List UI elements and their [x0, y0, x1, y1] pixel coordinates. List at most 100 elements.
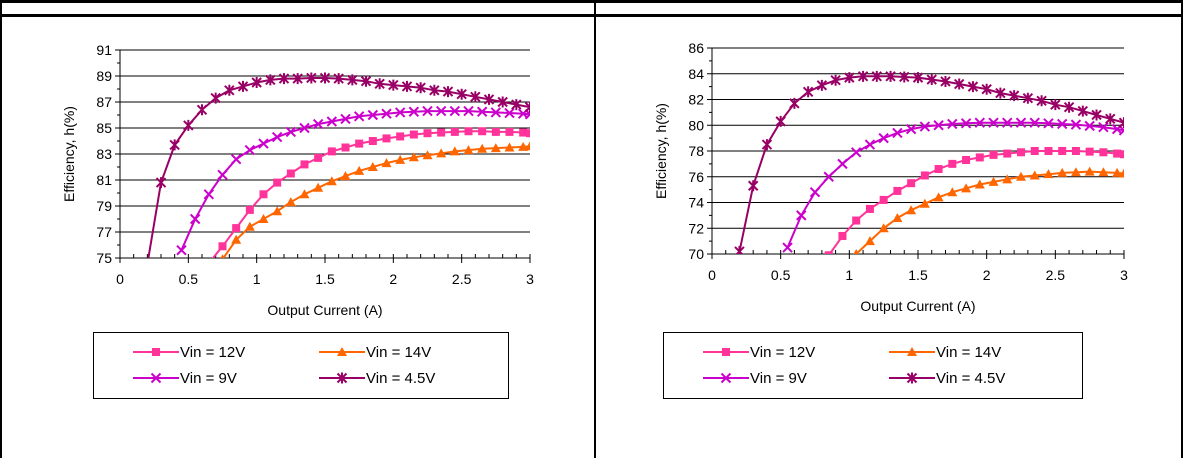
data-point — [354, 165, 365, 175]
data-point — [1084, 120, 1095, 132]
data-point — [327, 147, 336, 156]
chart-panel-right: 70 72 74 76 78 80 82 84 86 0 0.5 1 1.5 2 2.5 3 Output Cu… — [596, 4, 1181, 458]
series-group — [176, 105, 530, 256]
legend-entry: Vin = 14V — [319, 341, 431, 363]
data-point — [408, 152, 419, 162]
table-header-border — [0, 14, 1183, 17]
data-point — [395, 154, 406, 164]
data-point — [1002, 174, 1013, 184]
data-point — [155, 177, 167, 189]
data-point — [292, 73, 303, 85]
data-point — [1098, 121, 1109, 133]
data-point — [747, 180, 759, 192]
data-point — [879, 195, 888, 204]
data-point — [265, 74, 276, 86]
legend-label: Vin = 9V — [750, 369, 807, 387]
data-point — [176, 244, 187, 256]
data-point — [285, 126, 297, 138]
data-point — [947, 118, 958, 130]
data-point — [1113, 149, 1122, 158]
data-point — [1050, 99, 1061, 111]
data-point — [299, 189, 310, 199]
data-point — [367, 162, 378, 171]
data-point — [912, 72, 924, 84]
data-point — [892, 127, 903, 139]
x-tick-label: 0.5 — [771, 267, 791, 283]
legend-marker — [152, 348, 160, 356]
data-point — [259, 190, 268, 199]
data-point — [476, 106, 488, 117]
data-point — [1071, 147, 1080, 155]
data-point — [396, 132, 405, 141]
legend-label: Vin = 12V — [180, 343, 246, 361]
x-tick-label: 3 — [1120, 267, 1128, 283]
data-point — [1015, 117, 1027, 128]
data-point — [183, 119, 194, 131]
data-point — [1043, 169, 1054, 179]
data-point — [518, 141, 529, 151]
data-point — [394, 107, 406, 118]
y-tick-label: 85 — [96, 120, 112, 136]
data-point — [504, 142, 515, 152]
legend-entry: Vin = 14V — [889, 341, 1001, 363]
legend-entry: Vin = 4.5V — [889, 367, 1005, 389]
table-center-divider — [594, 0, 596, 458]
data-point — [470, 91, 481, 103]
data-point — [885, 70, 896, 82]
data-point — [1098, 167, 1109, 177]
data-point — [1085, 147, 1094, 156]
legend-label: Vin = 14V — [936, 343, 1002, 361]
data-point — [525, 141, 530, 151]
data-point — [490, 107, 502, 118]
data-point — [456, 88, 467, 100]
data-point — [490, 143, 501, 153]
data-point — [974, 179, 985, 189]
data-point — [230, 153, 242, 165]
data-point — [1056, 118, 1068, 130]
data-point — [464, 127, 473, 136]
data-point — [1120, 150, 1124, 159]
data-point — [906, 205, 917, 215]
data-point — [816, 79, 828, 91]
data-point — [271, 131, 283, 143]
data-point — [871, 70, 883, 82]
x-tick-label: 3 — [526, 271, 534, 287]
data-point — [899, 71, 910, 83]
x-axis-label: Output Current (A) — [860, 298, 975, 314]
data-point — [1016, 171, 1026, 181]
data-point — [919, 121, 931, 132]
data-point — [962, 156, 971, 165]
data-point — [878, 132, 889, 144]
data-point — [975, 153, 984, 162]
data-point — [422, 105, 433, 117]
data-point — [850, 147, 862, 158]
data-point — [1002, 117, 1013, 128]
legend-marker — [906, 372, 918, 384]
y-tick-label: 76 — [688, 169, 704, 185]
data-point — [981, 83, 992, 95]
data-point — [830, 74, 841, 86]
data-point — [1017, 148, 1025, 157]
table-left-border — [0, 0, 2, 458]
legend-entry: Vin = 9V — [133, 367, 237, 389]
legend-label: Vin = 14V — [366, 343, 432, 361]
data-point — [333, 73, 344, 85]
y-tick-label: 80 — [688, 117, 704, 133]
data-point — [920, 171, 929, 180]
data-point — [258, 214, 269, 223]
data-point — [449, 105, 461, 117]
x-tick-label: 1.5 — [315, 271, 335, 287]
data-point — [477, 143, 488, 153]
series-group — [211, 127, 530, 258]
data-point — [857, 70, 869, 82]
data-point — [278, 73, 290, 85]
data-point — [1043, 118, 1054, 129]
legend-swatch — [703, 372, 749, 384]
data-point — [491, 127, 500, 136]
data-point — [313, 182, 324, 192]
data-point — [1036, 95, 1047, 107]
data-point — [789, 97, 800, 109]
data-point — [306, 72, 317, 84]
legend-swatch — [703, 348, 749, 356]
